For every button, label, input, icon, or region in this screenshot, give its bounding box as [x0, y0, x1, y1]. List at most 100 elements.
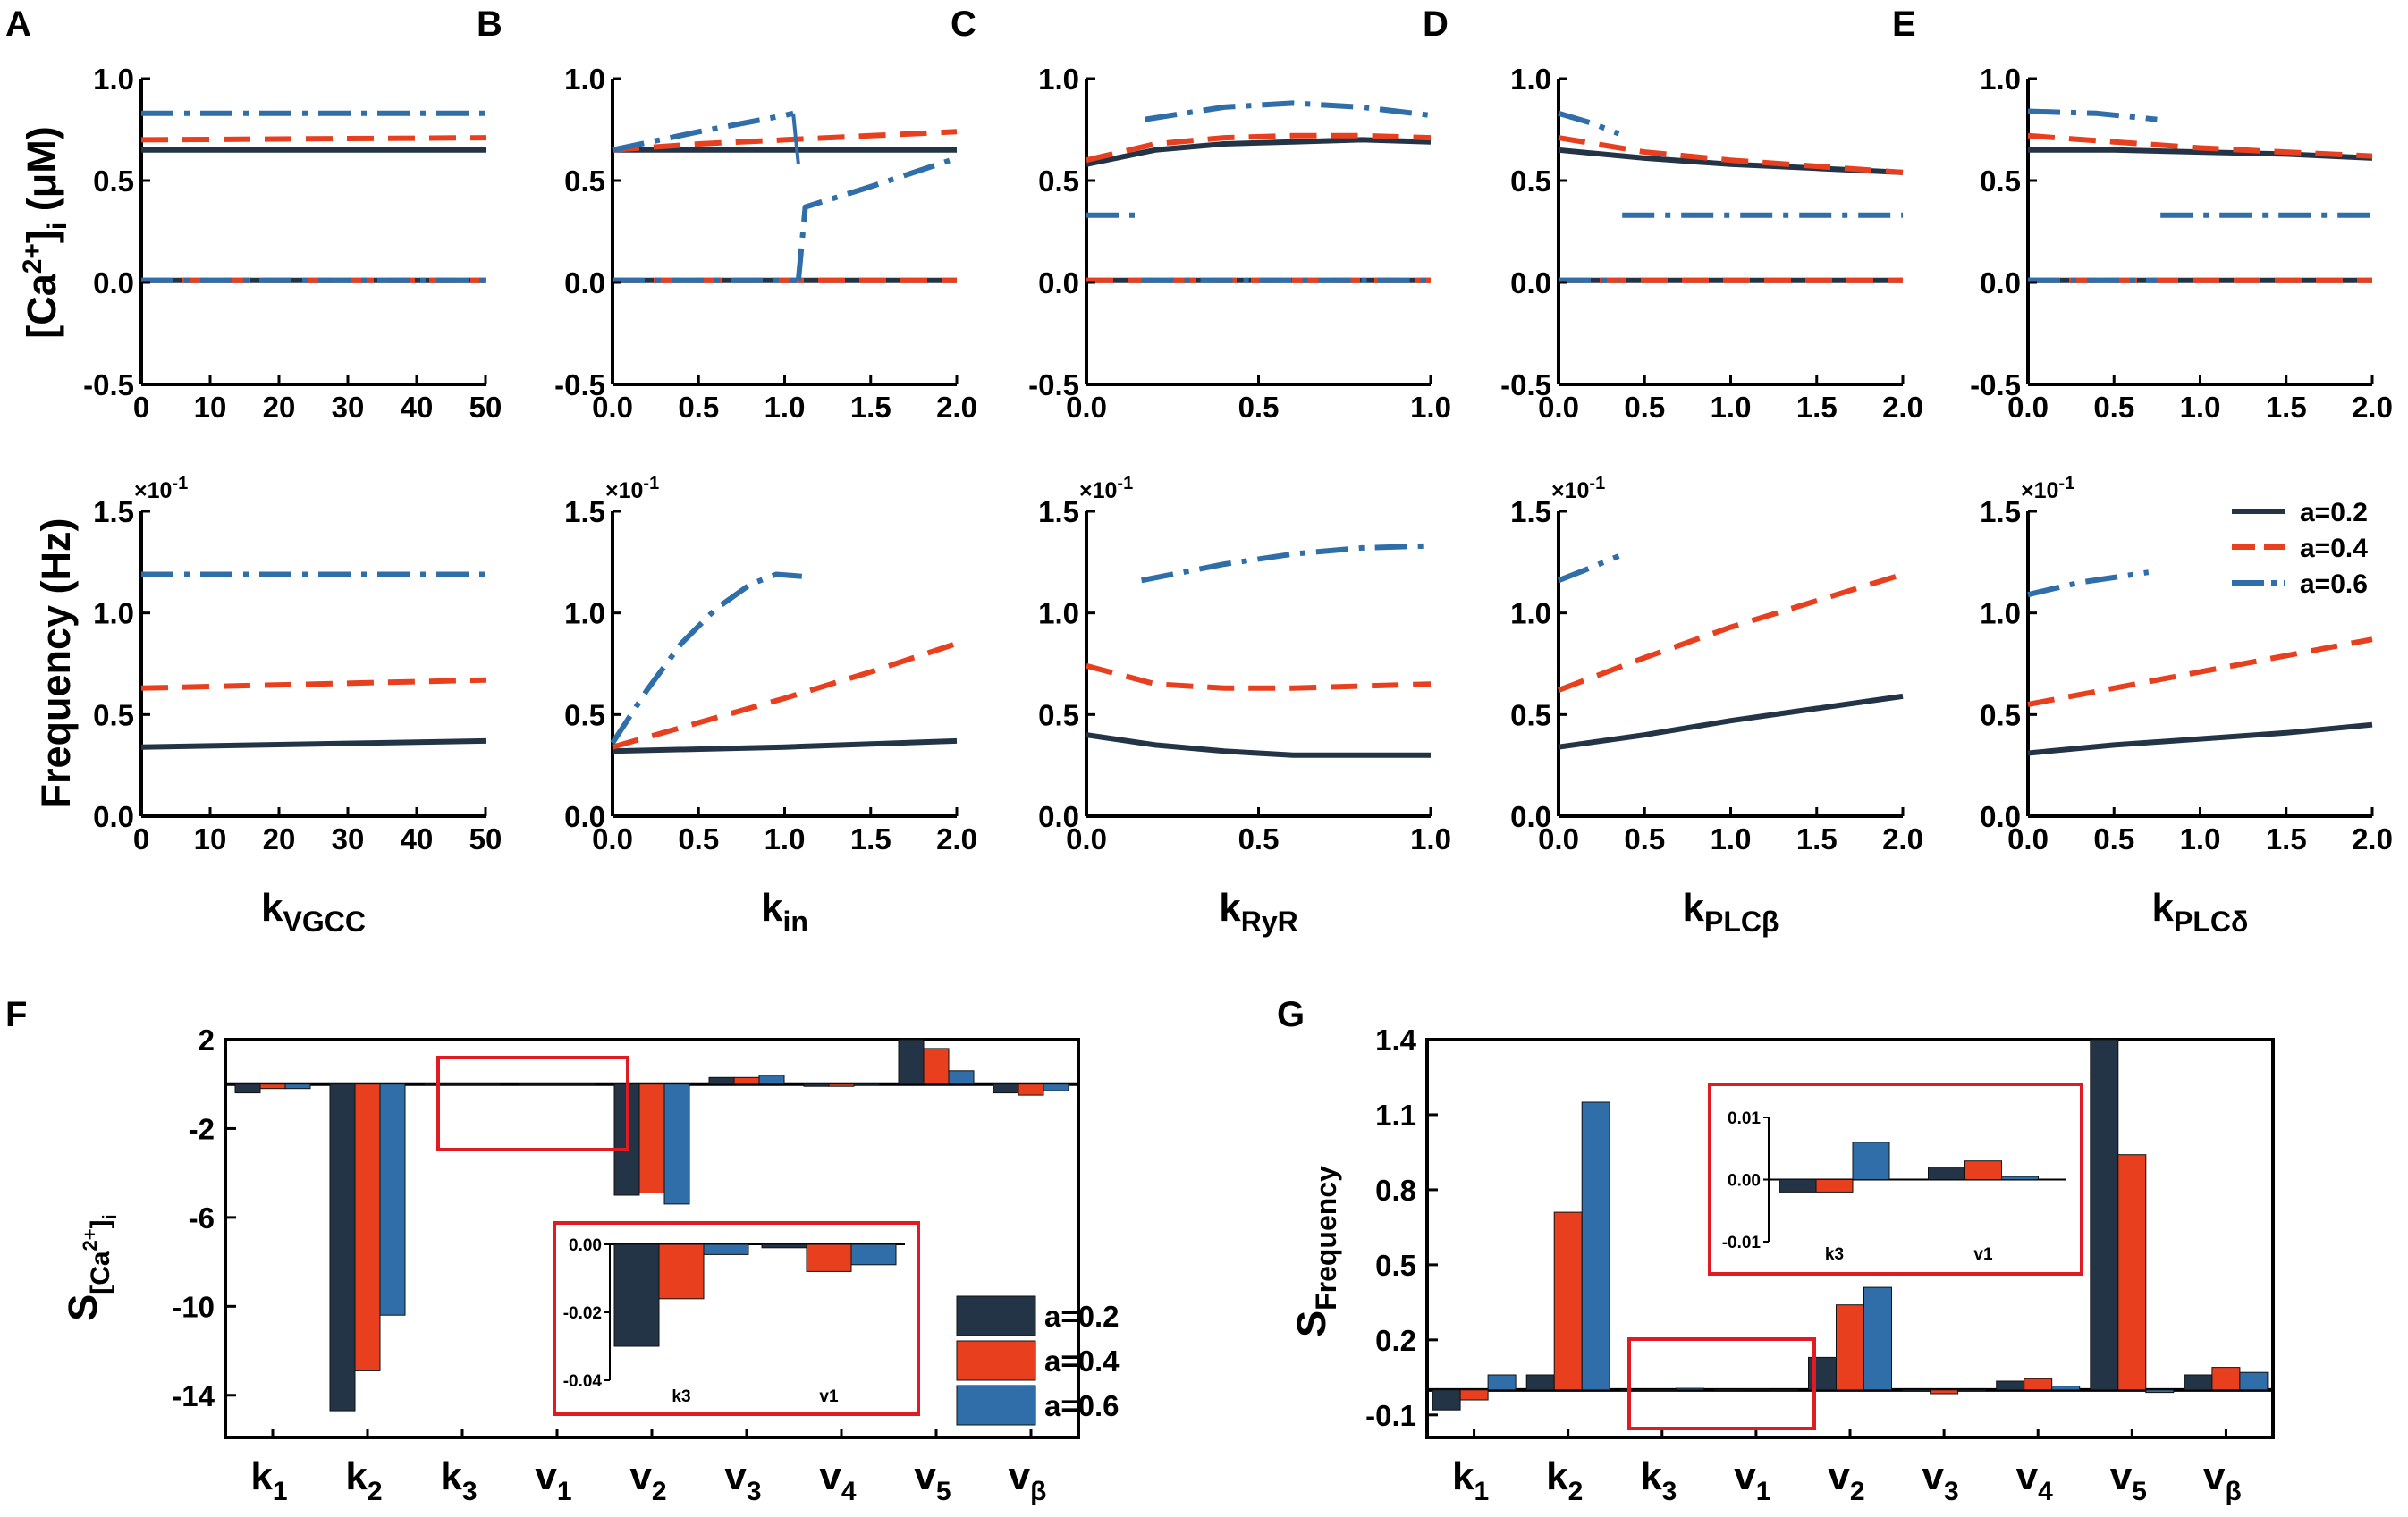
series-line-a-0-4-max	[140, 135, 486, 143]
bar	[449, 1083, 476, 1086]
series-line-a-0-6-transition	[791, 113, 800, 165]
x-axis-title-b-part: k	[761, 886, 783, 930]
x-axis-title-d: kPLCβ	[1682, 886, 1779, 938]
category-label-part: k	[1452, 1454, 1474, 1498]
y-tick-label: 0.5	[1038, 698, 1079, 731]
legend-label: a=0.4	[2300, 534, 2368, 563]
y-axis-title-calcium-part: (μM)	[19, 126, 64, 223]
y-tick-label: 0.5	[1510, 164, 1551, 198]
panel-c-bottom: 1.5 1.0 0.5 0.00.0 0.5 1.0 ×10-1	[1038, 474, 1451, 855]
panel-c-top: 1.00.50.0-0.50.0 0.5 1.0	[1028, 63, 1451, 424]
x-axis-title-a-part: k	[261, 886, 283, 930]
y-tick-label: 0.5	[1038, 164, 1079, 198]
y-multiplier-label: ×10-1	[605, 474, 659, 503]
y-axis-title-g: SFrequency	[1288, 1166, 1342, 1337]
legend-f: a=0.2 a=0.4 a=0.6	[956, 1295, 1120, 1426]
x-tick-label: 50	[469, 391, 503, 424]
y-multiplier-label-part: ×10	[134, 478, 172, 503]
category-label: v5	[914, 1454, 951, 1506]
x-axis-title-a-part: VGCC	[283, 906, 366, 938]
panel-a-bottom: 1.5 1.0 0.5 0.00 10 20 30 40 50 ×10-1	[93, 474, 502, 855]
category-label: v5	[2110, 1454, 2147, 1506]
y-tick-label: 1.0	[1980, 597, 2021, 630]
series-line-a-0-2	[140, 737, 486, 750]
category-label-part: v	[2203, 1454, 2226, 1498]
bar	[1902, 1389, 1931, 1392]
y-tick-label: 1.0	[93, 63, 134, 96]
y-multiplier-label-part: ×10	[605, 478, 643, 503]
x-axis-title-e-part: k	[2152, 886, 2175, 930]
y-tick-label: 1.0	[564, 63, 605, 96]
category-label: k3	[440, 1454, 477, 1506]
x-tick-label: 0.5	[1238, 391, 1280, 424]
category-label-part: 2	[368, 1477, 383, 1506]
series-line-a-0-6	[610, 571, 803, 745]
category-label-part: β	[2226, 1477, 2242, 1506]
inset-category-label: k3	[1825, 1245, 1844, 1264]
x-tick-label: 0.0	[1538, 822, 1579, 855]
bar	[1018, 1083, 1044, 1096]
x-tick-label: 0.5	[678, 822, 719, 855]
bar	[519, 1083, 545, 1086]
y-tick-label: 0.5	[1980, 164, 2021, 198]
y-tick-label: 0.5	[1980, 698, 2021, 731]
x-tick-label: 1.0	[1410, 391, 1451, 424]
category-label-part: 3	[1662, 1477, 1677, 1506]
inset-bar	[1852, 1142, 1890, 1181]
inset-category-label: k3	[672, 1387, 690, 1406]
inset-bar	[703, 1243, 749, 1255]
y-tick-label: 0.0	[1038, 266, 1079, 299]
inset-y-tick-label: 0.01	[1728, 1109, 1761, 1128]
y-tick-label: 0.0	[1510, 266, 1551, 299]
y-tick-label: 1.5	[564, 495, 605, 528]
y-axis-title-calcium: [Ca2+]i (μM)	[18, 126, 72, 339]
x-axis-title-e-part: PLCδ	[2174, 906, 2248, 938]
panel-letter-f: F	[5, 995, 27, 1034]
x-axis-title-c-part: RyR	[1241, 906, 1298, 938]
y-axis-title-frequency: Frequency (Hz)	[33, 518, 79, 808]
bar	[638, 1083, 665, 1193]
x-tick-label: 0	[133, 391, 149, 424]
panel-e-top: 1.00.50.0-0.50.0 0.5 1.0 1.5 2.0	[1970, 63, 2393, 424]
panel-letter-c: C	[951, 4, 976, 44]
y-tick-label: 0.5	[1510, 698, 1551, 731]
y-axis-title-f-part: ]	[86, 1219, 115, 1228]
panel-letter-d: D	[1423, 4, 1449, 44]
x-tick-label: 0.5	[678, 391, 719, 424]
x-tick-label: 30	[332, 822, 365, 855]
bar	[1432, 1389, 1461, 1411]
bar	[828, 1083, 855, 1087]
inset-bar	[1928, 1167, 1965, 1180]
category-label: vβ	[1009, 1454, 1047, 1506]
bar	[1581, 1101, 1610, 1391]
y-tick-label: -2	[189, 1112, 215, 1145]
inset-bar	[850, 1243, 897, 1266]
series-line-a-0-2-max	[1086, 137, 1432, 167]
category-label-part: 1	[1474, 1477, 1489, 1506]
x-tick-label: 2.0	[936, 391, 977, 424]
x-tick-label: 1.5	[2266, 391, 2307, 424]
category-label-part: 3	[1944, 1477, 1959, 1506]
bar	[1487, 1374, 1517, 1391]
series-line-a-0-4-max	[612, 129, 958, 153]
panel-b-top: 1.00.50.0-0.50.0 0.5 1.0 1.5 2.0	[554, 63, 977, 424]
y-multiplier-label-part: -1	[1589, 474, 1605, 493]
category-label-part: v	[819, 1454, 841, 1498]
x-tick-label: 1.0	[765, 822, 806, 855]
y-tick-label: 1.0	[1510, 63, 1551, 96]
inset-f: 0.00 -0.02 -0.04 k3 v1	[553, 1221, 920, 1416]
x-tick-label: 0.5	[2093, 822, 2134, 855]
series-line-a-0-6-steady	[795, 156, 958, 281]
y-multiplier-label-part: -1	[1117, 474, 1133, 493]
bar	[354, 1083, 381, 1371]
bar	[284, 1083, 311, 1090]
bar	[1619, 1389, 1649, 1392]
x-tick-label: 1.5	[2266, 822, 2307, 855]
bar	[2239, 1371, 2269, 1391]
legend-label: a=0.4	[1044, 1344, 1120, 1378]
bar	[2090, 1039, 2119, 1391]
y-tick-label: 0.0	[1038, 800, 1079, 833]
bar	[1043, 1083, 1069, 1091]
x-tick-label: 20	[263, 391, 296, 424]
y-multiplier-label: ×10-1	[2021, 474, 2074, 503]
